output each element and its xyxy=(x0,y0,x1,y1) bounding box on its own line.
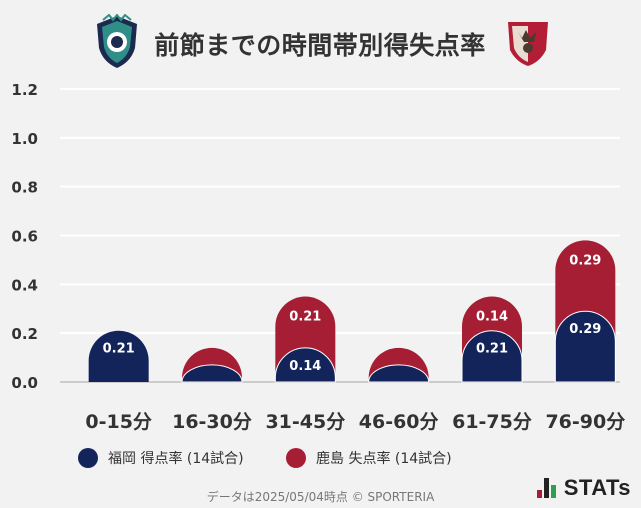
bar-home-4 xyxy=(461,330,523,383)
bar-home-2 xyxy=(274,347,336,383)
bar-home-5 xyxy=(554,310,616,383)
legend-item-home: 福岡 得点率 (14試合) xyxy=(78,448,244,468)
x-tick-label: 31-45分 xyxy=(265,411,345,433)
data-label: 0.21 xyxy=(103,342,135,357)
legend-label-away: 鹿島 失点率 (14試合) xyxy=(316,451,452,467)
x-tick-label: 0-15分 xyxy=(85,411,152,433)
chart-header: 前節までの時間帯別得失点率 xyxy=(0,0,641,80)
legend-swatch-home xyxy=(78,448,98,468)
legend-label-home: 福岡 得点率 (14試合) xyxy=(108,451,244,467)
bar-home-1 xyxy=(181,364,243,383)
bar-home-3 xyxy=(368,364,430,383)
kashima-crest-icon xyxy=(508,22,548,66)
footer-credit: データは2025/05/04時点 © SPORTERIA xyxy=(206,490,435,504)
data-label: 0.14 xyxy=(476,310,508,325)
data-label: 0.21 xyxy=(476,342,508,357)
y-tick-label: 1.2 xyxy=(11,81,38,99)
data-label: 0.29 xyxy=(569,322,601,337)
data-label: 0.29 xyxy=(569,253,601,268)
legend-swatch-away xyxy=(286,448,306,468)
fukuoka-crest-icon xyxy=(97,14,137,68)
brand-name: STATs xyxy=(563,475,631,500)
bar-chart: 0.0 0.2 0.4 0.6 0.8 1.0 1.2 0.21 0-15分 16-30分 0.14… xyxy=(11,81,625,433)
x-tick-label: 61-75分 xyxy=(452,411,532,433)
y-tick-label: 0.8 xyxy=(11,179,38,197)
y-tick-label: 1.0 xyxy=(11,130,38,148)
stats-bars-icon xyxy=(536,478,558,498)
x-tick-label: 46-60分 xyxy=(359,411,439,433)
data-label: 0.21 xyxy=(289,310,321,325)
bar-home-0 xyxy=(88,330,149,382)
data-label: 0.14 xyxy=(289,359,321,374)
y-tick-label: 0.6 xyxy=(11,228,38,246)
y-tick-label: 0.2 xyxy=(11,325,38,343)
chart-title: 前節までの時間帯別得失点率 xyxy=(154,31,486,60)
stats-logo: STATs xyxy=(536,475,631,501)
legend-item-away: 鹿島 失点率 (14試合) xyxy=(286,448,452,468)
x-tick-label: 16-30分 xyxy=(172,411,252,433)
y-tick-label: 0.4 xyxy=(11,276,38,294)
x-tick-label: 76-90分 xyxy=(545,411,625,433)
y-tick-label: 0.0 xyxy=(11,374,38,392)
